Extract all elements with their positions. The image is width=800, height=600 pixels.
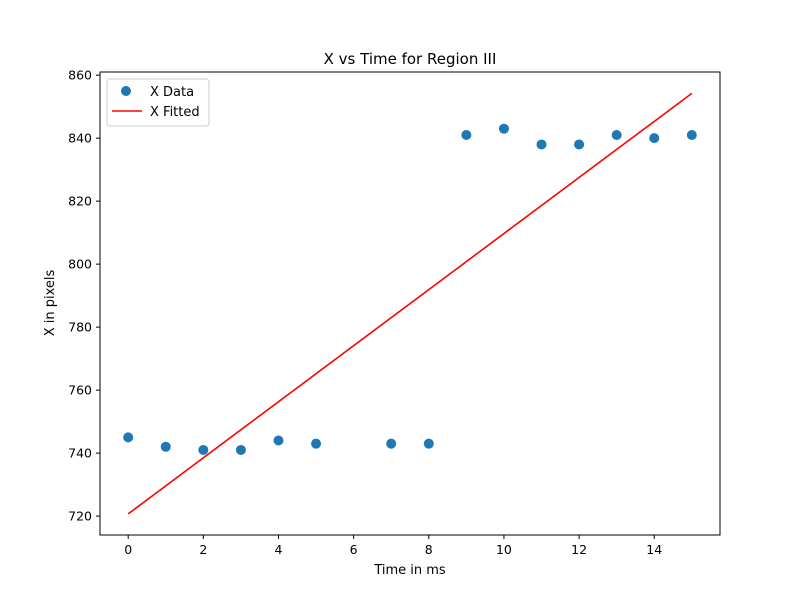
y-tick-label: 740 bbox=[68, 446, 92, 461]
data-point bbox=[160, 441, 171, 452]
data-point bbox=[198, 444, 209, 455]
legend: X Data X Fitted bbox=[106, 78, 210, 127]
fitted-line bbox=[127, 92, 693, 515]
y-tick-label: 820 bbox=[68, 194, 92, 209]
data-point bbox=[461, 129, 472, 140]
legend-label-x-fitted: X Fitted bbox=[150, 105, 200, 120]
x-tick-label: 14 bbox=[646, 542, 662, 557]
x-tick-label: 0 bbox=[124, 542, 132, 557]
y-tick-label: 720 bbox=[68, 509, 92, 524]
data-point bbox=[273, 435, 284, 446]
data-point bbox=[386, 438, 397, 449]
legend-label-x-data: X Data bbox=[150, 85, 194, 100]
y-tick-label: 800 bbox=[68, 257, 92, 272]
x-tick-label: 2 bbox=[199, 542, 207, 557]
data-point bbox=[536, 139, 547, 150]
x-tick-label: 6 bbox=[350, 542, 358, 557]
x-tick-label: 10 bbox=[496, 542, 512, 557]
legend-box bbox=[106, 78, 210, 127]
y-tick-label: 840 bbox=[68, 131, 92, 146]
x-tick-label: 8 bbox=[425, 542, 433, 557]
data-point bbox=[686, 129, 697, 140]
y-tick-label: 760 bbox=[68, 383, 92, 398]
y-axis-label: X in pixels bbox=[43, 269, 58, 336]
data-point bbox=[311, 438, 322, 449]
x-tick-label: 12 bbox=[571, 542, 587, 557]
data-point bbox=[611, 129, 622, 140]
plot-area-frame bbox=[99, 71, 721, 536]
y-tick-label: 860 bbox=[68, 68, 92, 83]
data-point bbox=[498, 123, 509, 134]
data-point bbox=[123, 432, 134, 443]
legend-marker-x-data bbox=[121, 86, 131, 96]
data-point bbox=[574, 139, 585, 150]
y-tick-label: 780 bbox=[68, 320, 92, 335]
data-point bbox=[235, 444, 246, 455]
x-axis-label: Time in ms bbox=[373, 563, 446, 578]
data-point bbox=[423, 438, 434, 449]
data-point bbox=[649, 133, 660, 144]
chart-title: X vs Time for Region III bbox=[324, 50, 497, 68]
plot-content bbox=[123, 92, 697, 515]
x-tick-label: 4 bbox=[275, 542, 283, 557]
x-axis-ticks: 0 2 4 6 8 10 12 14 bbox=[124, 535, 662, 557]
y-axis-ticks: 720 740 760 780 800 820 840 860 bbox=[68, 68, 100, 524]
